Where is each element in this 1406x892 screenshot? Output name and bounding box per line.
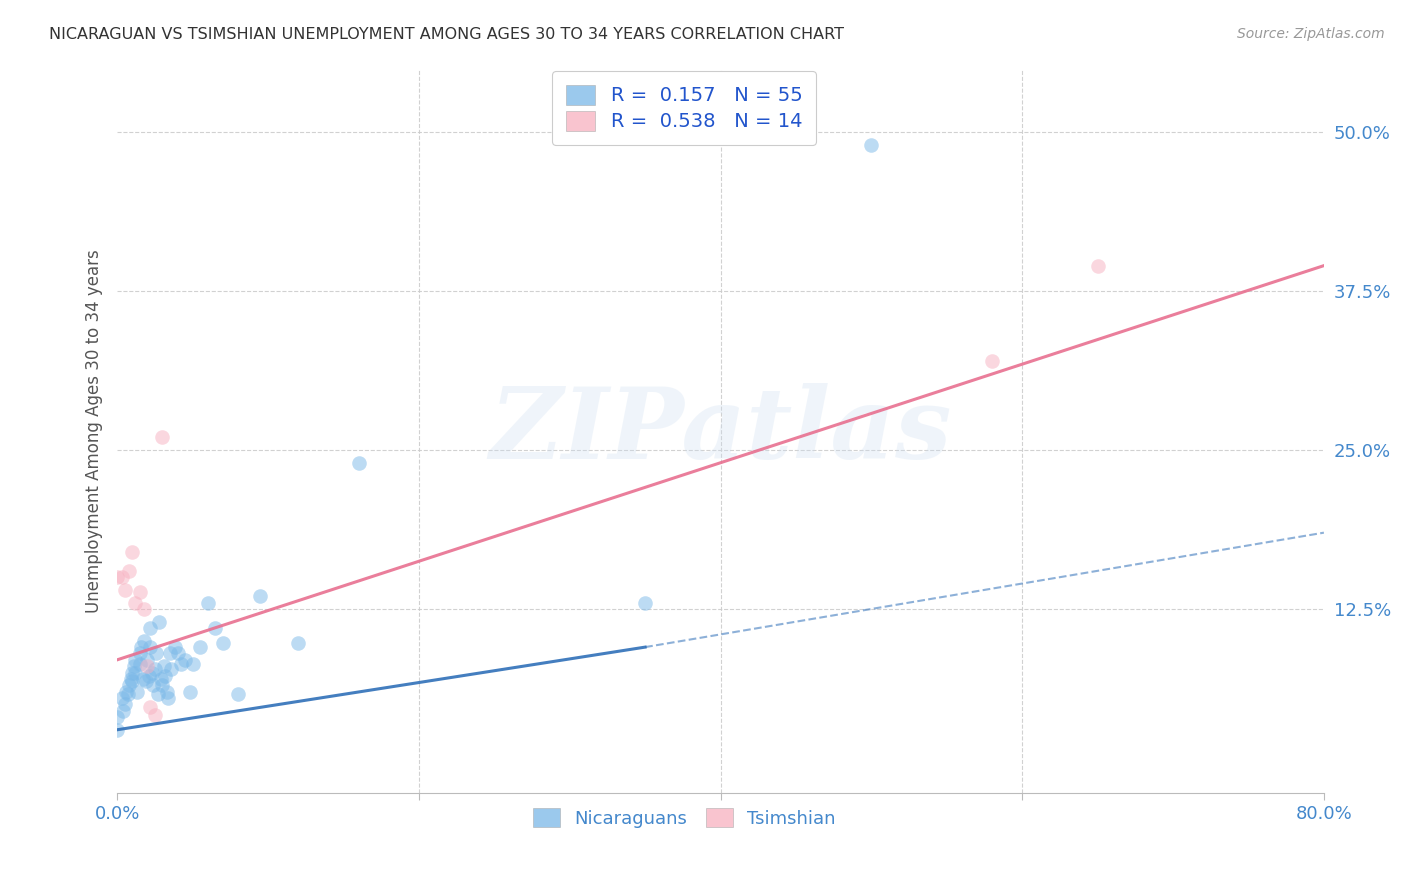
Point xyxy=(105,570,128,584)
Point xyxy=(120,672,142,686)
Point xyxy=(118,564,141,578)
Point xyxy=(146,687,169,701)
Point xyxy=(155,669,177,683)
Point xyxy=(111,690,134,705)
Point xyxy=(156,684,179,698)
Text: NICARAGUAN VS TSIMSHIAN UNEMPLOYMENT AMONG AGES 30 TO 34 YEARS CORRELATION CHART: NICARAGUAN VS TSIMSHIAN UNEMPLOYMENT AMO… xyxy=(49,27,844,42)
Point xyxy=(143,662,166,676)
Point xyxy=(226,687,249,701)
Point xyxy=(118,678,141,692)
Point xyxy=(981,354,1004,368)
Point xyxy=(347,456,370,470)
Point xyxy=(166,647,188,661)
Point xyxy=(188,640,211,654)
Point xyxy=(634,596,657,610)
Point xyxy=(163,640,186,654)
Point xyxy=(125,684,148,698)
Point xyxy=(136,659,159,673)
Point xyxy=(152,678,174,692)
Point xyxy=(115,684,138,698)
Point xyxy=(124,653,146,667)
Point xyxy=(134,602,156,616)
Text: Source: ZipAtlas.com: Source: ZipAtlas.com xyxy=(1237,27,1385,41)
Point xyxy=(141,665,163,680)
Point xyxy=(138,669,160,683)
Point xyxy=(152,430,174,444)
Point xyxy=(142,678,165,692)
Point xyxy=(1087,259,1109,273)
Point xyxy=(174,653,197,667)
Point xyxy=(128,585,150,599)
Point xyxy=(124,596,146,610)
Point xyxy=(159,647,181,661)
Point xyxy=(111,570,134,584)
Point xyxy=(197,596,219,610)
Point xyxy=(179,684,201,698)
Point xyxy=(153,659,176,673)
Point xyxy=(204,621,226,635)
Text: ZIPatlas: ZIPatlas xyxy=(489,383,952,479)
Point xyxy=(211,636,233,650)
Point xyxy=(249,589,271,603)
Point xyxy=(105,710,128,724)
Point xyxy=(139,640,162,654)
Point xyxy=(117,687,139,701)
Point xyxy=(157,690,180,705)
Point xyxy=(112,704,135,718)
Point xyxy=(114,582,136,597)
Point xyxy=(131,640,153,654)
Point xyxy=(122,659,145,673)
Point xyxy=(148,615,170,629)
Point xyxy=(139,699,162,714)
Point xyxy=(134,633,156,648)
Point xyxy=(121,545,143,559)
Point xyxy=(287,636,309,650)
Legend: Nicaraguans, Tsimshian: Nicaraguans, Tsimshian xyxy=(526,801,842,835)
Point xyxy=(105,723,128,737)
Point xyxy=(136,653,159,667)
Point xyxy=(169,657,191,671)
Point xyxy=(149,672,172,686)
Point xyxy=(124,665,146,680)
Point xyxy=(132,672,155,686)
Point xyxy=(181,657,204,671)
Point xyxy=(860,137,883,152)
Point xyxy=(145,647,167,661)
Point xyxy=(135,674,157,689)
Point xyxy=(128,657,150,671)
Y-axis label: Unemployment Among Ages 30 to 34 years: Unemployment Among Ages 30 to 34 years xyxy=(86,249,103,613)
Point xyxy=(143,707,166,722)
Point xyxy=(121,674,143,689)
Point xyxy=(121,665,143,680)
Point xyxy=(114,698,136,712)
Point xyxy=(128,647,150,661)
Point xyxy=(160,662,183,676)
Point xyxy=(139,621,162,635)
